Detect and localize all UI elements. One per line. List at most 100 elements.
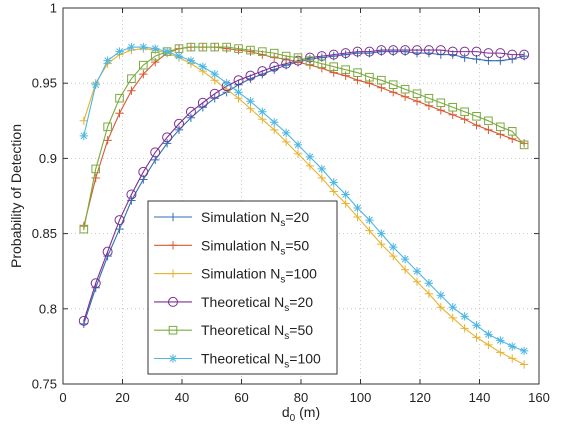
data-point-circle (245, 70, 256, 81)
data-point-plus (519, 360, 529, 369)
data-point-square (436, 98, 446, 108)
data-point-asterisk (305, 152, 315, 162)
y-tick-label: 0.95 (32, 76, 57, 91)
data-point-circle (174, 118, 185, 129)
data-point-plus (412, 97, 422, 106)
data-point-square (353, 68, 362, 77)
data-point-circle (126, 189, 137, 200)
data-point-circle (435, 45, 446, 56)
data-point-plus (400, 265, 410, 274)
data-point-plus (448, 110, 457, 119)
data-point-asterisk (448, 303, 457, 312)
data-point-plus (246, 47, 255, 56)
data-point-circle (400, 45, 411, 56)
data-point-circle (90, 278, 101, 289)
data-point-plus (186, 113, 196, 122)
data-point-plus (115, 224, 124, 234)
data-point-asterisk (162, 47, 172, 56)
data-point-asterisk (365, 215, 374, 225)
data-point-plus (424, 289, 434, 298)
data-point-circle (519, 49, 530, 60)
data-point-asterisk (139, 42, 148, 52)
y-tick-label: 1 (50, 1, 57, 16)
data-point-circle (352, 46, 363, 57)
data-point-asterisk (329, 178, 338, 187)
data-point-plus (424, 101, 434, 110)
data-point-square (186, 42, 196, 52)
series-line (83, 46, 525, 230)
legend-entry: Theoretical Ns=100 (154, 351, 321, 371)
series-6 (79, 42, 529, 356)
data-point-circle (209, 88, 220, 99)
data-point-square (258, 47, 267, 56)
data-point-asterisk (246, 97, 255, 106)
data-point-plus (103, 136, 112, 145)
data-point-square (424, 93, 434, 103)
data-point-plus (91, 173, 100, 183)
data-point-plus (436, 303, 446, 312)
data-point-circle (483, 48, 494, 59)
series-2 (79, 42, 529, 231)
data-point-plus (258, 115, 267, 124)
data-point-circle (471, 46, 482, 57)
data-point-plus (305, 161, 315, 171)
data-point-square (484, 116, 493, 126)
data-point-circle (114, 215, 125, 226)
data-point-asterisk (496, 336, 505, 345)
series-line (83, 46, 525, 227)
data-point-square (168, 325, 178, 335)
data-point-asterisk (198, 62, 208, 71)
data-point-square (448, 102, 458, 112)
data-point-circle (138, 166, 149, 177)
data-point-square (472, 111, 481, 121)
data-point-circle (197, 97, 208, 108)
data-point-circle (168, 296, 178, 307)
data-point-square (400, 84, 410, 94)
data-point-plus (234, 45, 243, 55)
data-point-circle (233, 75, 244, 86)
axis-ticks: 0 20 40 60 80 100 120 140 160 0.75 0.8 0.85 0.9 0.95 1 (32, 1, 550, 406)
data-point-asterisk (341, 190, 350, 199)
data-point-square (222, 42, 231, 52)
data-point-square (281, 51, 291, 61)
data-point-asterisk (270, 118, 279, 127)
data-point-circle (507, 49, 518, 60)
data-point-plus (519, 139, 529, 148)
data-point-asterisk (353, 203, 362, 213)
data-point-circle (376, 45, 387, 56)
data-point-asterisk (258, 107, 267, 116)
data-point-square (329, 62, 339, 71)
data-point-square (103, 122, 112, 132)
data-point-asterisk (222, 79, 231, 88)
legend-label: Theoretical Ns=100 (201, 351, 321, 371)
series-layer (78, 42, 530, 369)
data-point-plus (168, 212, 178, 222)
data-point-plus (353, 75, 362, 85)
data-point-plus (115, 109, 124, 118)
data-point-asterisk (79, 131, 89, 141)
data-point-plus (472, 333, 481, 342)
data-point-square (412, 89, 422, 99)
data-point-plus (341, 71, 350, 80)
data-point-square (507, 127, 517, 136)
data-point-square (293, 53, 303, 62)
data-point-asterisk (174, 51, 184, 61)
data-point-plus (460, 324, 469, 333)
data-point-plus (484, 125, 493, 135)
data-point-plus (448, 313, 457, 323)
data-point-plus (389, 88, 398, 97)
legend-entry: Theoretical Ns=50 (154, 322, 313, 342)
data-point-plus (329, 187, 338, 196)
data-point-circle (185, 106, 196, 117)
data-point-asterisk (281, 128, 291, 138)
data-point-asterisk (389, 242, 398, 252)
data-point-asterisk (472, 321, 481, 330)
data-point-square (305, 56, 315, 65)
data-point-square (496, 122, 505, 132)
data-point-asterisk (508, 342, 517, 351)
data-point-asterisk (103, 56, 112, 65)
data-point-square (139, 60, 148, 70)
data-point-circle (340, 48, 351, 59)
legend-box (147, 200, 338, 375)
data-point-asterisk (234, 88, 243, 97)
